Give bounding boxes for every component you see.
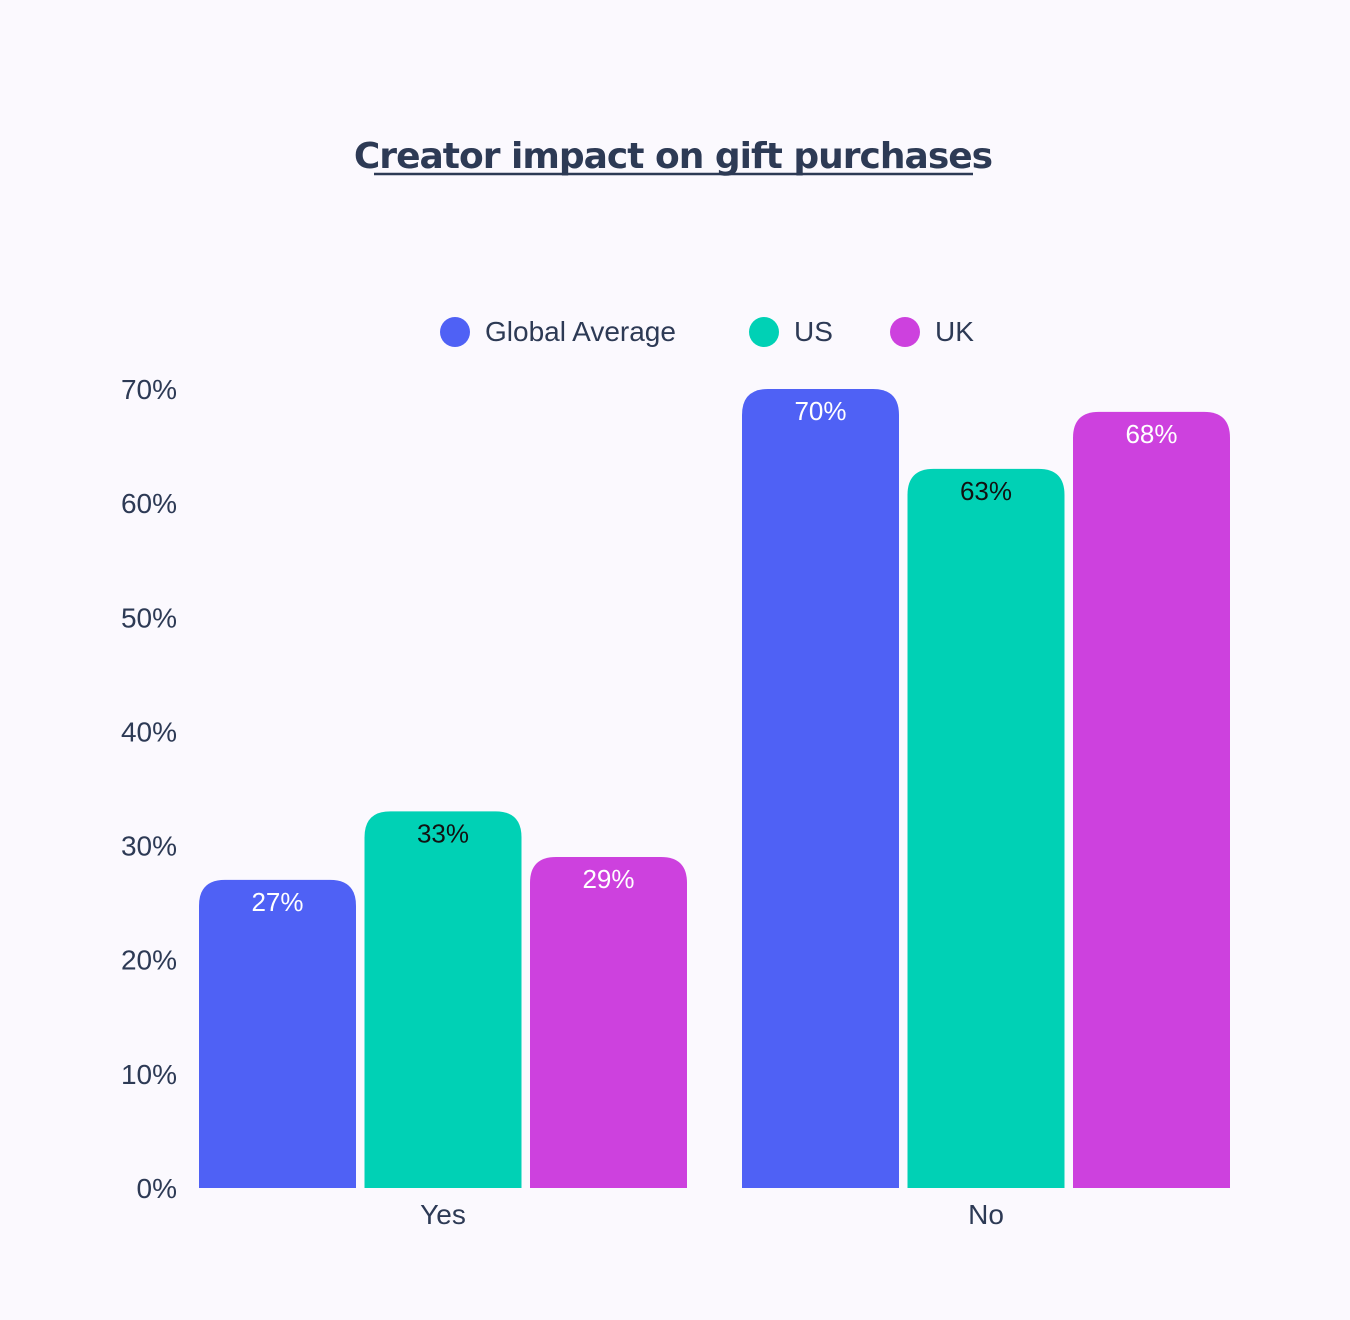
y-tick-label: 60% — [121, 488, 177, 519]
y-tick-label: 50% — [121, 602, 177, 633]
y-tick-label: 0% — [137, 1173, 177, 1204]
bar-no-0 — [742, 389, 899, 1188]
legend-marker-2 — [890, 317, 920, 347]
legend-label-0: Global Average — [485, 316, 676, 347]
bars — [199, 389, 1230, 1188]
x-category-label: Yes — [420, 1199, 466, 1230]
value-label: 27% — [251, 887, 303, 917]
bar-yes-1 — [364, 811, 522, 1188]
y-tick-label: 20% — [121, 945, 177, 976]
bar-no-1 — [907, 468, 1065, 1188]
bar-yes-0 — [199, 879, 356, 1188]
y-tick-label: 30% — [121, 831, 177, 862]
bar-no-2 — [1073, 411, 1230, 1188]
y-axis: 0% 10% 20% 30% 40% 50% 60% 70% — [121, 374, 177, 1204]
y-tick-label: 70% — [121, 374, 177, 405]
value-label: 70% — [794, 396, 846, 426]
value-label: 29% — [582, 864, 634, 894]
legend-label-2: UK — [935, 316, 974, 347]
chart-title: Creator impact on gift purchases — [354, 136, 992, 177]
x-axis: Yes No — [420, 1199, 1004, 1230]
legend-marker-1 — [749, 317, 779, 347]
y-tick-label: 10% — [121, 1059, 177, 1090]
legend-marker-0 — [440, 317, 470, 347]
bar-yes-2 — [530, 856, 687, 1188]
legend-label-1: US — [794, 316, 833, 347]
x-category-label: No — [968, 1199, 1004, 1230]
y-tick-label: 40% — [121, 716, 177, 747]
value-labels: 27% 33% 29% 70% 63% 68% — [251, 396, 1177, 917]
value-label: 68% — [1125, 419, 1177, 449]
legend: Global Average US UK — [440, 316, 974, 347]
chart-title-group: Creator impact on gift purchases — [354, 136, 993, 177]
value-label: 33% — [417, 818, 469, 848]
value-label: 63% — [960, 476, 1012, 506]
